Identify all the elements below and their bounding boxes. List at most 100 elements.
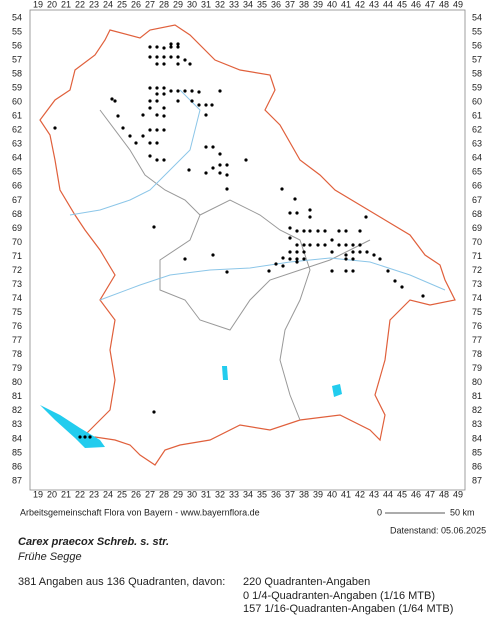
row-label: 84 xyxy=(12,433,22,443)
column-label: 48 xyxy=(439,0,449,9)
column-label: 24 xyxy=(103,489,113,499)
row-label: 76 xyxy=(12,321,22,331)
row-label: 77 xyxy=(472,335,482,345)
row-label: 55 xyxy=(472,26,482,36)
lake xyxy=(222,366,228,380)
column-label: 40 xyxy=(327,489,337,499)
row-label: 71 xyxy=(12,251,22,261)
column-label: 29 xyxy=(173,489,183,499)
column-label: 47 xyxy=(425,0,435,9)
district-border xyxy=(199,199,311,421)
row-label: 64 xyxy=(472,153,482,163)
column-label: 45 xyxy=(397,489,407,499)
row-label: 68 xyxy=(12,209,22,219)
row-label: 71 xyxy=(472,251,482,261)
column-label: 39 xyxy=(313,489,323,499)
row-label: 78 xyxy=(12,349,22,359)
row-label: 61 xyxy=(472,111,482,121)
column-label: 43 xyxy=(369,0,379,9)
column-label: 26 xyxy=(131,0,141,9)
row-label: 78 xyxy=(472,349,482,359)
species-subtitle: Frühe Segge xyxy=(18,551,82,563)
column-label: 33 xyxy=(229,489,239,499)
column-label: 23 xyxy=(89,0,99,9)
row-label: 74 xyxy=(472,293,482,303)
column-label: 49 xyxy=(453,0,463,9)
row-label: 69 xyxy=(12,223,22,233)
column-label: 19 xyxy=(33,489,43,499)
column-label: 27 xyxy=(145,0,155,9)
occurrence-dots xyxy=(53,42,425,439)
species-title: Carex praecox Schreb. s. str. xyxy=(18,536,169,548)
column-label: 28 xyxy=(159,489,169,499)
row-label: 77 xyxy=(12,335,22,345)
row-label: 58 xyxy=(12,68,22,78)
row-label: 56 xyxy=(12,40,22,50)
district-border xyxy=(99,109,371,331)
column-label: 24 xyxy=(103,0,113,9)
column-label: 20 xyxy=(47,0,57,9)
column-label: 30 xyxy=(187,489,197,499)
row-label: 82 xyxy=(472,405,482,415)
column-label: 44 xyxy=(383,489,393,499)
column-label: 48 xyxy=(439,489,449,499)
column-label: 36 xyxy=(271,0,281,9)
scale-end: 50 km xyxy=(450,507,475,517)
summary: 381 Angaben aus 136 Quadranten, davon: xyxy=(18,576,225,588)
column-label: 39 xyxy=(313,0,323,9)
column-label: 40 xyxy=(327,0,337,9)
column-label: 30 xyxy=(187,0,197,9)
row-label: 86 xyxy=(12,461,22,471)
column-label: 37 xyxy=(285,489,295,499)
row-label: 69 xyxy=(472,223,482,233)
row-label: 68 xyxy=(472,209,482,219)
row-label: 56 xyxy=(472,40,482,50)
row-label: 63 xyxy=(12,139,22,149)
column-label: 22 xyxy=(75,0,85,9)
column-label: 32 xyxy=(215,489,225,499)
row-label: 67 xyxy=(12,195,22,205)
river xyxy=(99,257,446,301)
column-label: 22 xyxy=(75,489,85,499)
row-label: 67 xyxy=(472,195,482,205)
row-label: 54 xyxy=(472,12,482,22)
row-label: 66 xyxy=(12,181,22,191)
row-label: 57 xyxy=(472,54,482,64)
row-label: 59 xyxy=(472,83,482,93)
credit: Arbeitsgemeinschaft Flora von Bayern - w… xyxy=(20,507,260,517)
row-label: 70 xyxy=(12,237,22,247)
row-label: 74 xyxy=(12,293,22,303)
map-frame xyxy=(29,9,466,491)
detail: 0 1/4-Quadranten-Angaben (1/16 MTB) xyxy=(243,590,435,602)
column-label: 21 xyxy=(61,0,71,9)
column-label: 41 xyxy=(341,0,351,9)
row-label: 62 xyxy=(472,125,482,135)
row-label: 73 xyxy=(472,279,482,289)
row-label: 81 xyxy=(472,391,482,401)
column-label: 31 xyxy=(201,489,211,499)
detail: 157 1/16-Quadranten-Angaben (1/64 MTB) xyxy=(243,603,453,615)
border xyxy=(39,24,456,466)
row-label: 54 xyxy=(12,12,22,22)
column-label: 25 xyxy=(117,489,127,499)
row-label: 83 xyxy=(472,419,482,429)
column-label: 23 xyxy=(89,489,99,499)
scale-start: 0 xyxy=(377,507,382,517)
row-label: 87 xyxy=(472,475,482,485)
column-label: 49 xyxy=(453,489,463,499)
row-label: 72 xyxy=(12,265,22,275)
river xyxy=(69,89,201,216)
row-label: 72 xyxy=(472,265,482,275)
row-label: 83 xyxy=(12,419,22,429)
column-label: 28 xyxy=(159,0,169,9)
row-label: 79 xyxy=(12,363,22,373)
row-label: 64 xyxy=(12,153,22,163)
column-label: 42 xyxy=(355,0,365,9)
column-label: 37 xyxy=(285,0,295,9)
column-label: 33 xyxy=(229,0,239,9)
row-label: 60 xyxy=(12,97,22,107)
row-label: 60 xyxy=(472,97,482,107)
row-label: 76 xyxy=(472,321,482,331)
row-label: 75 xyxy=(472,307,482,317)
